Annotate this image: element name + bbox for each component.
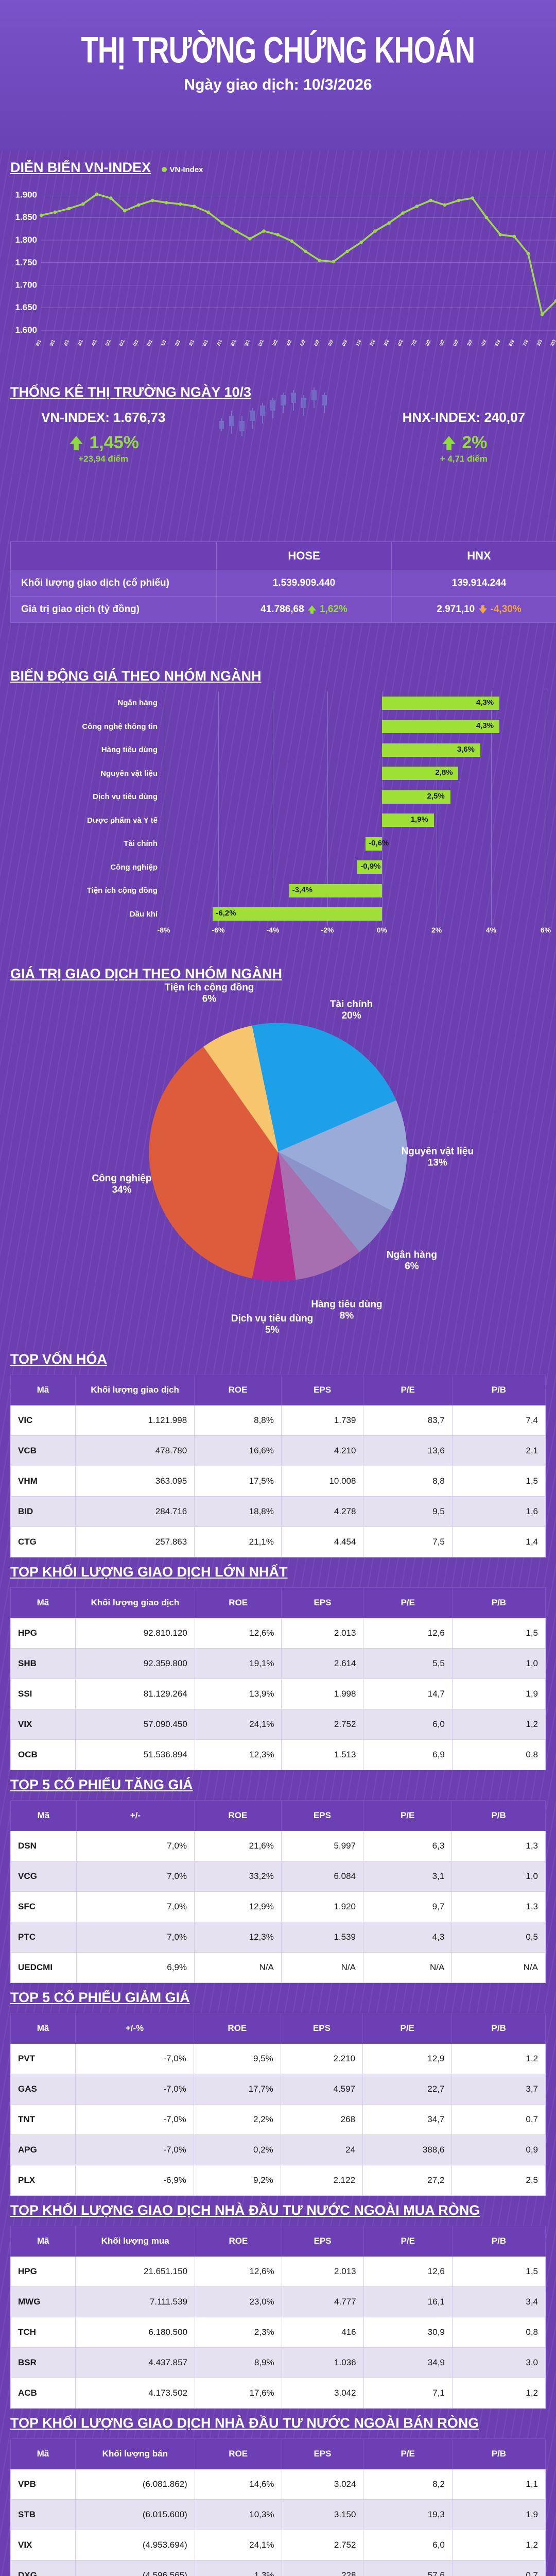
svg-text:27/1: 27/1	[215, 339, 223, 346]
svg-text:Hàng tiêu dùng: Hàng tiêu dùng	[311, 1299, 382, 1310]
svg-text:1.650: 1.650	[15, 302, 37, 312]
svg-text:14/1: 14/1	[89, 339, 97, 346]
svg-text:17/2: 17/2	[409, 339, 418, 346]
svg-text:1.900: 1.900	[15, 190, 37, 200]
svg-text:15/1: 15/1	[103, 339, 111, 346]
svg-text:23/1: 23/1	[187, 339, 195, 346]
svg-text:4/2: 4/2	[285, 339, 292, 346]
svg-text:10/2: 10/2	[340, 339, 348, 346]
svg-text:6%: 6%	[202, 994, 217, 1005]
svg-text:8%: 8%	[340, 1310, 354, 1321]
svg-text:12/1: 12/1	[61, 339, 70, 346]
svg-text:20/2: 20/2	[451, 339, 459, 346]
svg-text:10/03: 10/03	[547, 339, 556, 346]
svg-text:26/1: 26/1	[201, 339, 209, 346]
svg-text:1.850: 1.850	[15, 212, 37, 222]
svg-text:1.600: 1.600	[15, 325, 37, 335]
svg-text:16/1: 16/1	[117, 339, 126, 346]
svg-text:22/1: 22/1	[173, 339, 181, 346]
svg-text:13%: 13%	[428, 1158, 447, 1168]
svg-text:Nguyên vật liệu: Nguyên vật liệu	[402, 1146, 474, 1157]
svg-text:13/2: 13/2	[381, 339, 390, 346]
svg-text:Ngân hàng: Ngân hàng	[387, 1249, 437, 1260]
svg-text:18/2: 18/2	[423, 339, 431, 346]
svg-text:19/1: 19/1	[131, 339, 140, 346]
svg-text:5/2: 5/2	[299, 339, 306, 346]
svg-text:28/1: 28/1	[229, 339, 237, 346]
svg-text:16/2: 16/2	[395, 339, 404, 346]
svg-text:6%: 6%	[405, 1261, 419, 1272]
svg-text:20/1: 20/1	[145, 339, 153, 346]
svg-text:09/1: 09/1	[47, 339, 56, 346]
svg-text:Công nghiệp: Công nghiệp	[92, 1173, 151, 1184]
svg-text:5%: 5%	[265, 1325, 280, 1335]
svg-text:3/2: 3/2	[271, 339, 279, 346]
svg-text:12/2: 12/2	[368, 339, 376, 346]
svg-text:Tiện ích cộng đồng: Tiện ích cộng đồng	[165, 982, 254, 993]
svg-text:11/2: 11/2	[354, 339, 362, 346]
svg-text:08/1: 08/1	[33, 339, 42, 346]
svg-text:Dịch vụ tiêu dùng: Dịch vụ tiêu dùng	[231, 1313, 313, 1324]
svg-text:34%: 34%	[112, 1184, 131, 1195]
svg-text:13/1: 13/1	[75, 339, 83, 346]
svg-text:25/2: 25/2	[493, 339, 501, 346]
svg-text:9/2: 9/2	[327, 339, 334, 346]
svg-text:24/2: 24/2	[479, 339, 487, 346]
svg-text:6/2: 6/2	[313, 339, 320, 346]
svg-text:29/1: 29/1	[242, 339, 251, 346]
svg-text:20%: 20%	[342, 1010, 361, 1021]
svg-text:1.800: 1.800	[15, 235, 37, 245]
svg-text:Tài chính: Tài chính	[330, 999, 373, 1010]
svg-text:1.700: 1.700	[15, 280, 37, 290]
svg-text:19/2: 19/2	[437, 339, 445, 346]
svg-text:21/1: 21/1	[159, 339, 167, 346]
svg-text:3/3: 3/3	[535, 339, 543, 346]
svg-text:23/2: 23/2	[465, 339, 473, 346]
svg-text:26/2: 26/2	[507, 339, 515, 346]
svg-text:1.750: 1.750	[15, 258, 37, 267]
svg-text:27/2: 27/2	[520, 339, 529, 346]
svg-text:30/1: 30/1	[256, 339, 265, 346]
